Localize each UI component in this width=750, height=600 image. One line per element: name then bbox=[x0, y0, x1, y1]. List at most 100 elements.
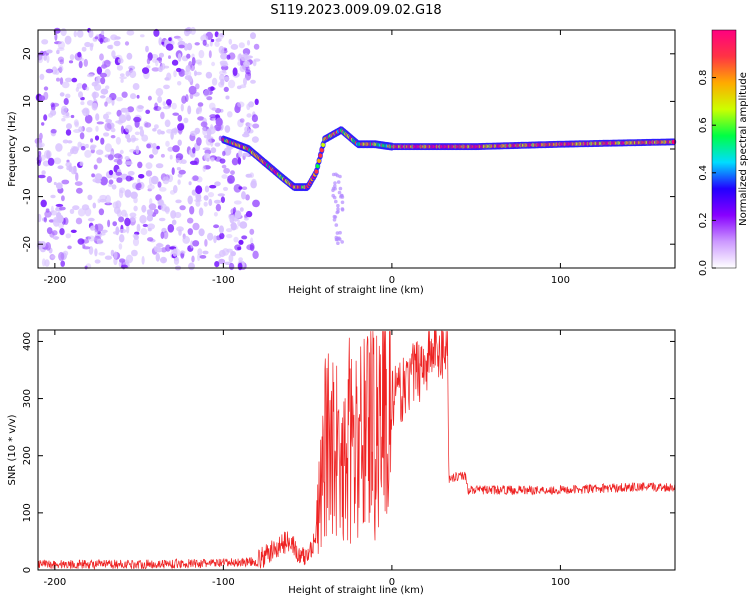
noise-mark bbox=[115, 171, 123, 176]
noise-mark bbox=[59, 59, 64, 65]
noise-mark bbox=[117, 154, 123, 161]
noise-mark bbox=[336, 180, 341, 184]
noise-mark bbox=[111, 50, 116, 58]
noise-mark bbox=[115, 200, 122, 209]
noise-mark bbox=[172, 248, 178, 257]
x-tick-label: 0 bbox=[389, 577, 395, 588]
y-tick-label: 300 bbox=[22, 389, 33, 408]
noise-mark bbox=[219, 73, 225, 82]
noise-mark bbox=[169, 154, 173, 160]
noise-mark bbox=[205, 71, 213, 79]
noise-mark bbox=[157, 96, 163, 103]
noise-mark bbox=[141, 134, 149, 142]
noise-mark bbox=[171, 102, 177, 110]
noise-mark bbox=[57, 40, 65, 50]
noise-mark bbox=[136, 94, 140, 99]
noise-mark bbox=[178, 229, 182, 236]
noise-mark bbox=[43, 114, 48, 121]
noise-mark bbox=[186, 53, 191, 59]
noise-mark bbox=[98, 208, 105, 216]
noise-mark bbox=[63, 98, 69, 105]
noise-mark bbox=[213, 235, 217, 244]
noise-mark bbox=[192, 147, 196, 154]
noise-mark bbox=[228, 79, 236, 89]
noise-mark bbox=[185, 65, 191, 72]
noise-mark bbox=[338, 174, 342, 179]
noise-mark bbox=[71, 77, 78, 83]
noise-mark bbox=[170, 131, 174, 140]
noise-mark bbox=[211, 61, 216, 67]
noise-mark bbox=[95, 223, 104, 232]
noise-mark bbox=[56, 77, 60, 82]
noise-mark bbox=[233, 236, 239, 243]
noise-mark bbox=[94, 248, 98, 257]
noise-mark bbox=[159, 52, 164, 58]
noise-mark bbox=[124, 41, 130, 46]
noise-mark bbox=[219, 70, 227, 76]
noise-mark bbox=[94, 259, 101, 264]
noise-mark bbox=[157, 181, 162, 188]
noise-mark bbox=[197, 102, 204, 107]
noise-mark bbox=[91, 102, 98, 111]
noise-mark bbox=[75, 217, 83, 225]
noise-mark bbox=[166, 99, 172, 106]
ridge-core-mark bbox=[317, 158, 322, 163]
noise-mark bbox=[96, 121, 105, 125]
noise-mark bbox=[160, 111, 165, 120]
noise-mark bbox=[245, 173, 253, 178]
noise-mark bbox=[124, 161, 133, 166]
noise-mark bbox=[78, 126, 84, 133]
noise-mark bbox=[178, 169, 186, 175]
noise-mark bbox=[90, 138, 94, 143]
snr-panel: -200 -100 0 100 0 100 200 300 400 Height of stra… bbox=[7, 329, 676, 596]
noise-mark bbox=[183, 117, 189, 124]
noise-mark bbox=[161, 41, 165, 45]
noise-mark bbox=[75, 172, 79, 181]
noise-mark bbox=[228, 38, 233, 45]
snr-frame bbox=[37, 329, 676, 571]
noise-mark bbox=[60, 260, 65, 267]
noise-mark bbox=[226, 248, 233, 253]
noise-mark bbox=[136, 104, 144, 113]
noise-mark bbox=[241, 235, 248, 240]
noise-mark bbox=[139, 214, 147, 224]
noise-mark bbox=[230, 43, 239, 50]
noise-mark bbox=[65, 129, 72, 136]
noise-mark bbox=[127, 170, 135, 176]
noise-mark bbox=[335, 210, 340, 215]
noise-mark bbox=[70, 166, 77, 175]
y-tick-label: 400 bbox=[22, 332, 33, 351]
noise-mark bbox=[105, 119, 112, 123]
noise-mark bbox=[99, 176, 108, 186]
noise-mark bbox=[50, 102, 55, 108]
noise-mark bbox=[41, 122, 45, 126]
noise-mark bbox=[164, 119, 171, 128]
noise-mark bbox=[176, 226, 184, 232]
noise-mark bbox=[190, 130, 198, 136]
noise-mark bbox=[118, 216, 125, 223]
noise-mark bbox=[210, 38, 215, 43]
noise-mark bbox=[190, 153, 196, 158]
noise-mark bbox=[61, 117, 66, 122]
noise-mark bbox=[39, 73, 45, 80]
noise-mark bbox=[198, 49, 205, 59]
noise-mark bbox=[145, 162, 153, 170]
noise-mark bbox=[111, 184, 117, 190]
noise-mark bbox=[133, 205, 138, 212]
noise-mark bbox=[340, 240, 345, 244]
noise-mark bbox=[43, 86, 49, 91]
noise-mark bbox=[55, 203, 64, 207]
noise-mark bbox=[215, 203, 222, 212]
noise-mark bbox=[130, 191, 138, 199]
x-tick-label: -200 bbox=[44, 577, 67, 588]
noise-mark bbox=[74, 121, 79, 128]
noise-mark bbox=[203, 195, 209, 201]
noise-mark bbox=[155, 252, 160, 262]
noise-mark bbox=[119, 258, 126, 263]
noise-mark bbox=[132, 237, 140, 247]
noise-mark bbox=[252, 199, 260, 208]
noise-mark bbox=[131, 249, 138, 257]
noise-mark bbox=[118, 234, 125, 243]
noise-mark bbox=[54, 69, 60, 75]
